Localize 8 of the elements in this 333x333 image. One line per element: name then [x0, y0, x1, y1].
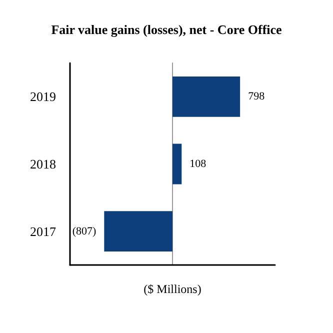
data-label: (807) [72, 225, 96, 238]
y-tick-label: 2018 [30, 156, 56, 172]
x-axis-title: ($ Millions) [144, 282, 202, 296]
y-tick-label: 2017 [30, 224, 56, 239]
y-tick-label: 2019 [30, 89, 56, 104]
chart-title: Fair value gains (losses), net - Core Office [51, 22, 282, 37]
data-label: 798 [248, 90, 266, 103]
data-label: 108 [190, 158, 207, 170]
